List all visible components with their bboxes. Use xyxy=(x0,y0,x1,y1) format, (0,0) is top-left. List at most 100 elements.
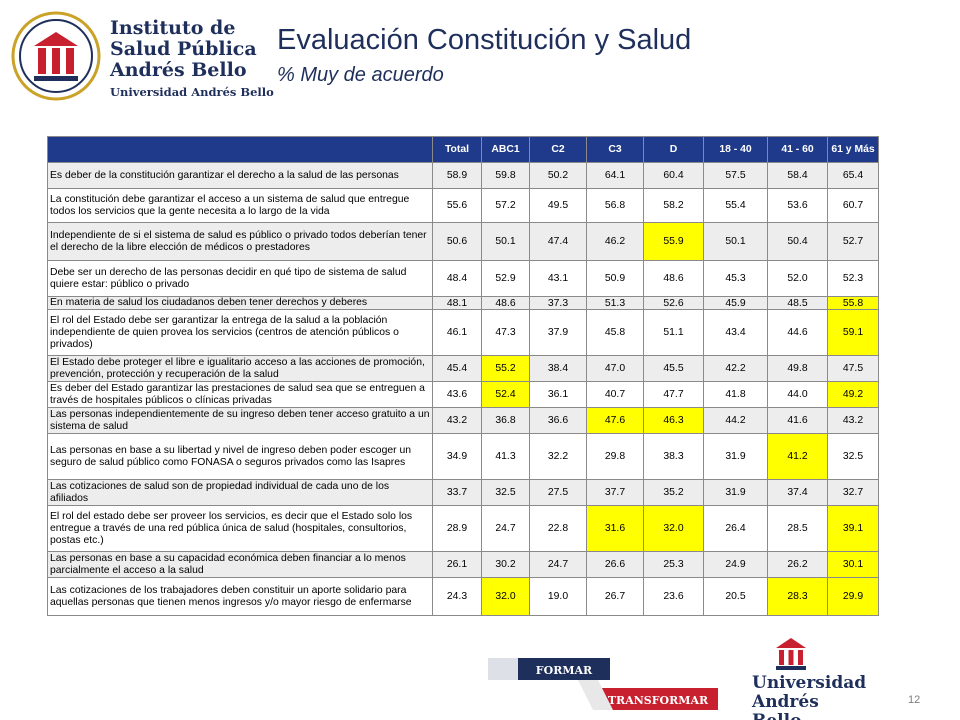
table-cell: 43.2 xyxy=(432,407,482,434)
table-cell: 52.7 xyxy=(827,222,879,261)
row-label: La constitución debe garantizar el acces… xyxy=(47,188,433,223)
table-cell: 33.7 xyxy=(432,479,482,506)
table-cell: 47.7 xyxy=(643,381,704,408)
table-cell: 44.2 xyxy=(703,407,768,434)
logo-line-2: Salud Pública xyxy=(110,38,257,60)
table-cell: 36.6 xyxy=(529,407,587,434)
table-cell: 64.1 xyxy=(586,162,644,189)
page-subtitle: % Muy de acuerdo xyxy=(277,64,444,86)
table-cell: 26.2 xyxy=(767,551,828,578)
table-cell: 32.5 xyxy=(827,433,879,480)
table-cell: 46.2 xyxy=(586,222,644,261)
table-cell: 38.4 xyxy=(529,355,587,382)
table-cell: 47.5 xyxy=(827,355,879,382)
table-cell: 41.8 xyxy=(703,381,768,408)
crest-icon xyxy=(11,11,101,101)
table-cell: 45.9 xyxy=(703,296,768,310)
table-cell: 32.5 xyxy=(481,479,530,506)
table-cell: 32.0 xyxy=(643,505,704,552)
survey-table: Total ABC1 C2 C3 D 18 - 40 41 - 60 61 y Más Es … xyxy=(47,136,879,616)
table-cell: 55.6 xyxy=(432,188,482,223)
table-cell: 28.5 xyxy=(767,505,828,552)
table-cell: 26.6 xyxy=(586,551,644,578)
table-cell: 56.8 xyxy=(586,188,644,223)
table-cell: 51.1 xyxy=(643,309,704,356)
table-cell: 43.1 xyxy=(529,260,587,297)
column-header: Total xyxy=(432,136,482,163)
row-label: Las personas en base a su libertad y niv… xyxy=(47,433,433,480)
table-cell: 44.0 xyxy=(767,381,828,408)
table-cell: 26.4 xyxy=(703,505,768,552)
table-cell: 26.7 xyxy=(586,577,644,616)
table-cell: 29.8 xyxy=(586,433,644,480)
table-cell: 55.8 xyxy=(827,296,879,310)
table-cell: 45.5 xyxy=(643,355,704,382)
table-row: El rol del Estado debe ser garantizar la… xyxy=(47,309,879,356)
row-label: El rol del Estado debe ser garantizar la… xyxy=(47,309,433,356)
table-row: Las cotizaciones de los trabajadores deb… xyxy=(47,577,879,616)
table-cell: 55.2 xyxy=(481,355,530,382)
header-blank xyxy=(47,136,433,163)
table-cell: 24.9 xyxy=(703,551,768,578)
table-cell: 52.3 xyxy=(827,260,879,297)
row-label: Es deber de la constitución garantizar e… xyxy=(47,162,433,189)
table-cell: 41.6 xyxy=(767,407,828,434)
table-row: Independiente de si el sistema de salud … xyxy=(47,222,879,261)
table-cell: 45.4 xyxy=(432,355,482,382)
institute-logo: Instituto de Salud Pública Andrés Bello … xyxy=(10,10,274,105)
table-cell: 52.9 xyxy=(481,260,530,297)
table-cell: 19.0 xyxy=(529,577,587,616)
table-cell: 36.8 xyxy=(481,407,530,434)
university-line-1: Universidad xyxy=(752,673,867,693)
table-cell: 48.1 xyxy=(432,296,482,310)
page-title: Evaluación Constitución y Salud xyxy=(277,24,692,56)
row-label: Las personas independientemente de su in… xyxy=(47,407,433,434)
table-cell: 42.2 xyxy=(703,355,768,382)
row-label: Es deber del Estado garantizar las prest… xyxy=(47,381,433,408)
column-header: 41 - 60 xyxy=(767,136,828,163)
table-cell: 41.2 xyxy=(767,433,828,480)
table-cell: 32.2 xyxy=(529,433,587,480)
table-row: Las personas en base a su capacidad econ… xyxy=(47,551,879,578)
table-cell: 31.6 xyxy=(586,505,644,552)
row-label: Las personas en base a su capacidad econ… xyxy=(47,551,433,578)
table-cell: 37.9 xyxy=(529,309,587,356)
table-cell: 47.6 xyxy=(586,407,644,434)
table-cell: 55.4 xyxy=(703,188,768,223)
table-cell: 57.2 xyxy=(481,188,530,223)
table-cell: 24.7 xyxy=(529,551,587,578)
table-row: El rol del estado debe ser proveer los s… xyxy=(47,505,879,552)
table-cell: 27.5 xyxy=(529,479,587,506)
table-cell: 47.0 xyxy=(586,355,644,382)
table-cell: 58.9 xyxy=(432,162,482,189)
table-cell: 43.2 xyxy=(827,407,879,434)
table-cell: 31.9 xyxy=(703,433,768,480)
formar-transformar-banner: FORMAR TRANSFORMAR xyxy=(488,650,718,710)
table-cell: 28.9 xyxy=(432,505,482,552)
table-cell: 57.5 xyxy=(703,162,768,189)
table-header-row: Total ABC1 C2 C3 D 18 - 40 41 - 60 61 y Más xyxy=(47,136,879,163)
table-cell: 50.4 xyxy=(767,222,828,261)
table-cell: 23.6 xyxy=(643,577,704,616)
table-cell: 22.8 xyxy=(529,505,587,552)
table-cell: 24.7 xyxy=(481,505,530,552)
table-cell: 58.2 xyxy=(643,188,704,223)
table-cell: 48.6 xyxy=(643,260,704,297)
column-header: C2 xyxy=(529,136,587,163)
table-cell: 30.1 xyxy=(827,551,879,578)
table-cell: 32.7 xyxy=(827,479,879,506)
column-header: C3 xyxy=(586,136,644,163)
table-cell: 34.9 xyxy=(432,433,482,480)
table-cell: 49.5 xyxy=(529,188,587,223)
banner-top-text: FORMAR xyxy=(536,664,593,677)
table-cell: 37.7 xyxy=(586,479,644,506)
table-cell: 46.3 xyxy=(643,407,704,434)
row-label: En materia de salud los ciudadanos deben… xyxy=(47,296,433,310)
table-cell: 52.0 xyxy=(767,260,828,297)
table-cell: 50.2 xyxy=(529,162,587,189)
table-cell: 47.3 xyxy=(481,309,530,356)
table-cell: 26.1 xyxy=(432,551,482,578)
table-cell: 60.4 xyxy=(643,162,704,189)
logo-line-3: Andrés Bello xyxy=(110,59,247,81)
table-cell: 38.3 xyxy=(643,433,704,480)
